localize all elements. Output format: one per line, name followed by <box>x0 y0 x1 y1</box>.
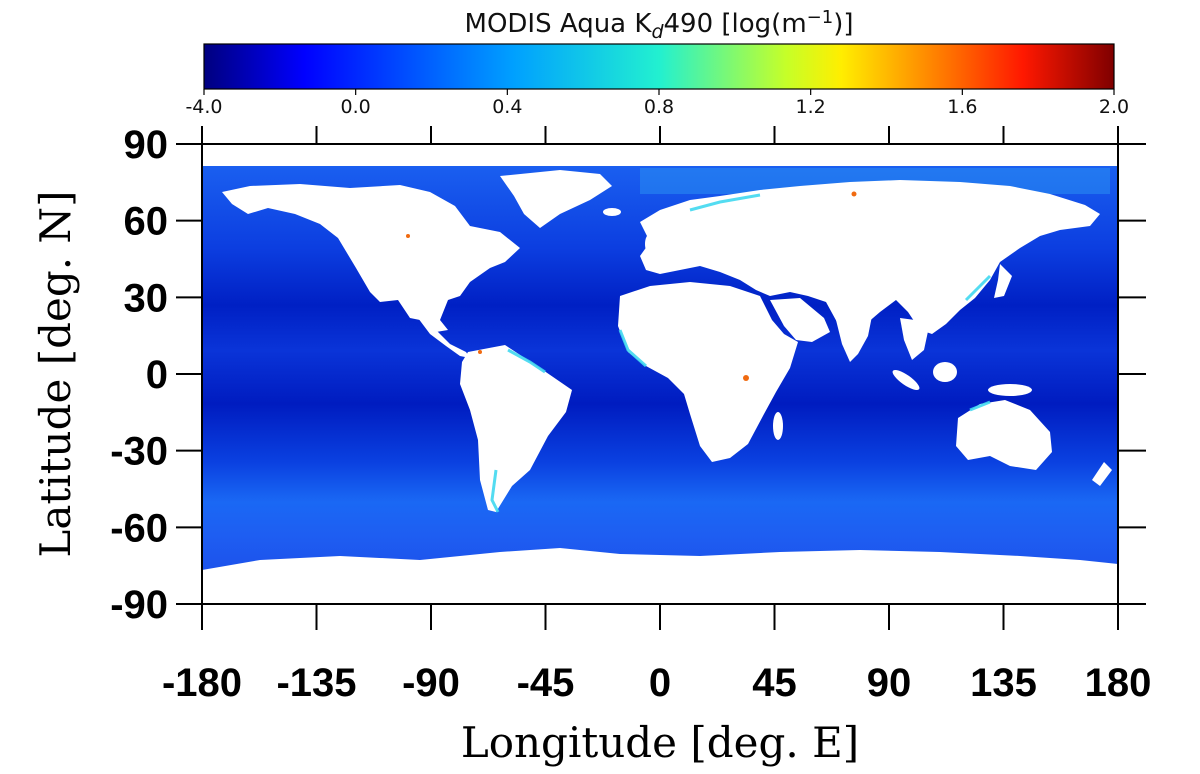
arabia-landmass <box>770 298 830 342</box>
colorbar <box>203 43 1115 90</box>
x-tick-label: -90 <box>402 661 460 705</box>
colorbar-ticks: -4.0 0.0 0.4 0.8 1.2 1.6 2.0 <box>185 89 1129 118</box>
colorbar-tick-label: 0.0 <box>341 96 371 118</box>
amazon-shelf-highlight <box>507 348 546 374</box>
x-tick-label: -180 <box>162 661 242 705</box>
west-africa-shelf-highlight <box>618 329 647 368</box>
x-tick-label: 90 <box>867 661 912 705</box>
new-guinea-island <box>988 384 1032 396</box>
colorbar-title: MODIS Aqua Kd490 [log(m−1)] <box>465 7 854 43</box>
iceland-island <box>603 208 621 216</box>
turbid-river-outflows <box>406 191 857 381</box>
borneo-island <box>933 362 957 382</box>
siberia-shelf-highlight <box>689 193 761 212</box>
y-tick-label: -90 <box>110 583 168 627</box>
sumatra-island <box>892 369 920 391</box>
africa-landmass <box>618 282 798 462</box>
new-zealand-island <box>1092 462 1112 486</box>
x-tick-label: 45 <box>752 661 797 705</box>
patagonia-shelf-highlight <box>490 469 500 513</box>
x-axis-ticks: -180 -135 -90 -45 0 45 90 135 180 <box>162 126 1151 705</box>
colorbar-tick-label: 0.4 <box>492 96 522 118</box>
greenland-landmass <box>500 170 612 228</box>
x-axis-label: Longitude [deg. E] <box>461 718 859 767</box>
australia-landmass <box>956 400 1052 470</box>
india-landmass <box>836 316 872 362</box>
coastal-high-kd490 <box>490 193 992 513</box>
colorbar-tick-label: -4.0 <box>185 96 222 118</box>
central-america-landmass <box>418 318 470 358</box>
colorbar-tick-label: 2.0 <box>1099 96 1129 118</box>
east-asia-shelf-highlight <box>964 274 992 302</box>
southeast-asia-landmass <box>900 318 930 360</box>
turbid-spot <box>406 234 410 238</box>
x-tick-label: 180 <box>1085 661 1152 705</box>
x-tick-label: 135 <box>970 661 1037 705</box>
land-no-data <box>202 170 1118 604</box>
eurasia-landmass <box>640 180 1100 350</box>
turbid-spot <box>851 191 857 197</box>
north-australia-shelf-highlight <box>969 400 991 412</box>
y-tick-label: 30 <box>124 276 169 320</box>
south-america-landmass <box>460 345 572 512</box>
y-tick-label: 0 <box>146 353 168 397</box>
y-tick-label: -30 <box>110 430 168 474</box>
north-america-landmass <box>222 184 520 332</box>
y-axis-label: Latitude [deg. N] <box>31 190 80 557</box>
madagascar-island <box>773 412 783 440</box>
y-tick-label: 60 <box>124 200 169 244</box>
colorbar-tick-label: 1.6 <box>947 96 977 118</box>
turbid-spot <box>478 350 482 354</box>
y-axis-ticks: 90 60 30 0 -30 -60 -90 <box>110 123 1146 627</box>
x-tick-label: -135 <box>276 661 356 705</box>
colorbar-tick-label: 0.8 <box>644 96 674 118</box>
antarctica-landmass <box>202 548 1118 604</box>
turbid-spot <box>743 375 749 381</box>
y-tick-label: 90 <box>124 123 169 167</box>
britain-island <box>645 234 655 254</box>
x-tick-label: 0 <box>649 661 671 705</box>
x-tick-label: -45 <box>517 661 575 705</box>
japan-island <box>994 264 1012 298</box>
colorbar-tick-label: 1.2 <box>796 96 826 118</box>
map-data-area <box>202 166 1118 604</box>
y-tick-label: -60 <box>110 506 168 550</box>
